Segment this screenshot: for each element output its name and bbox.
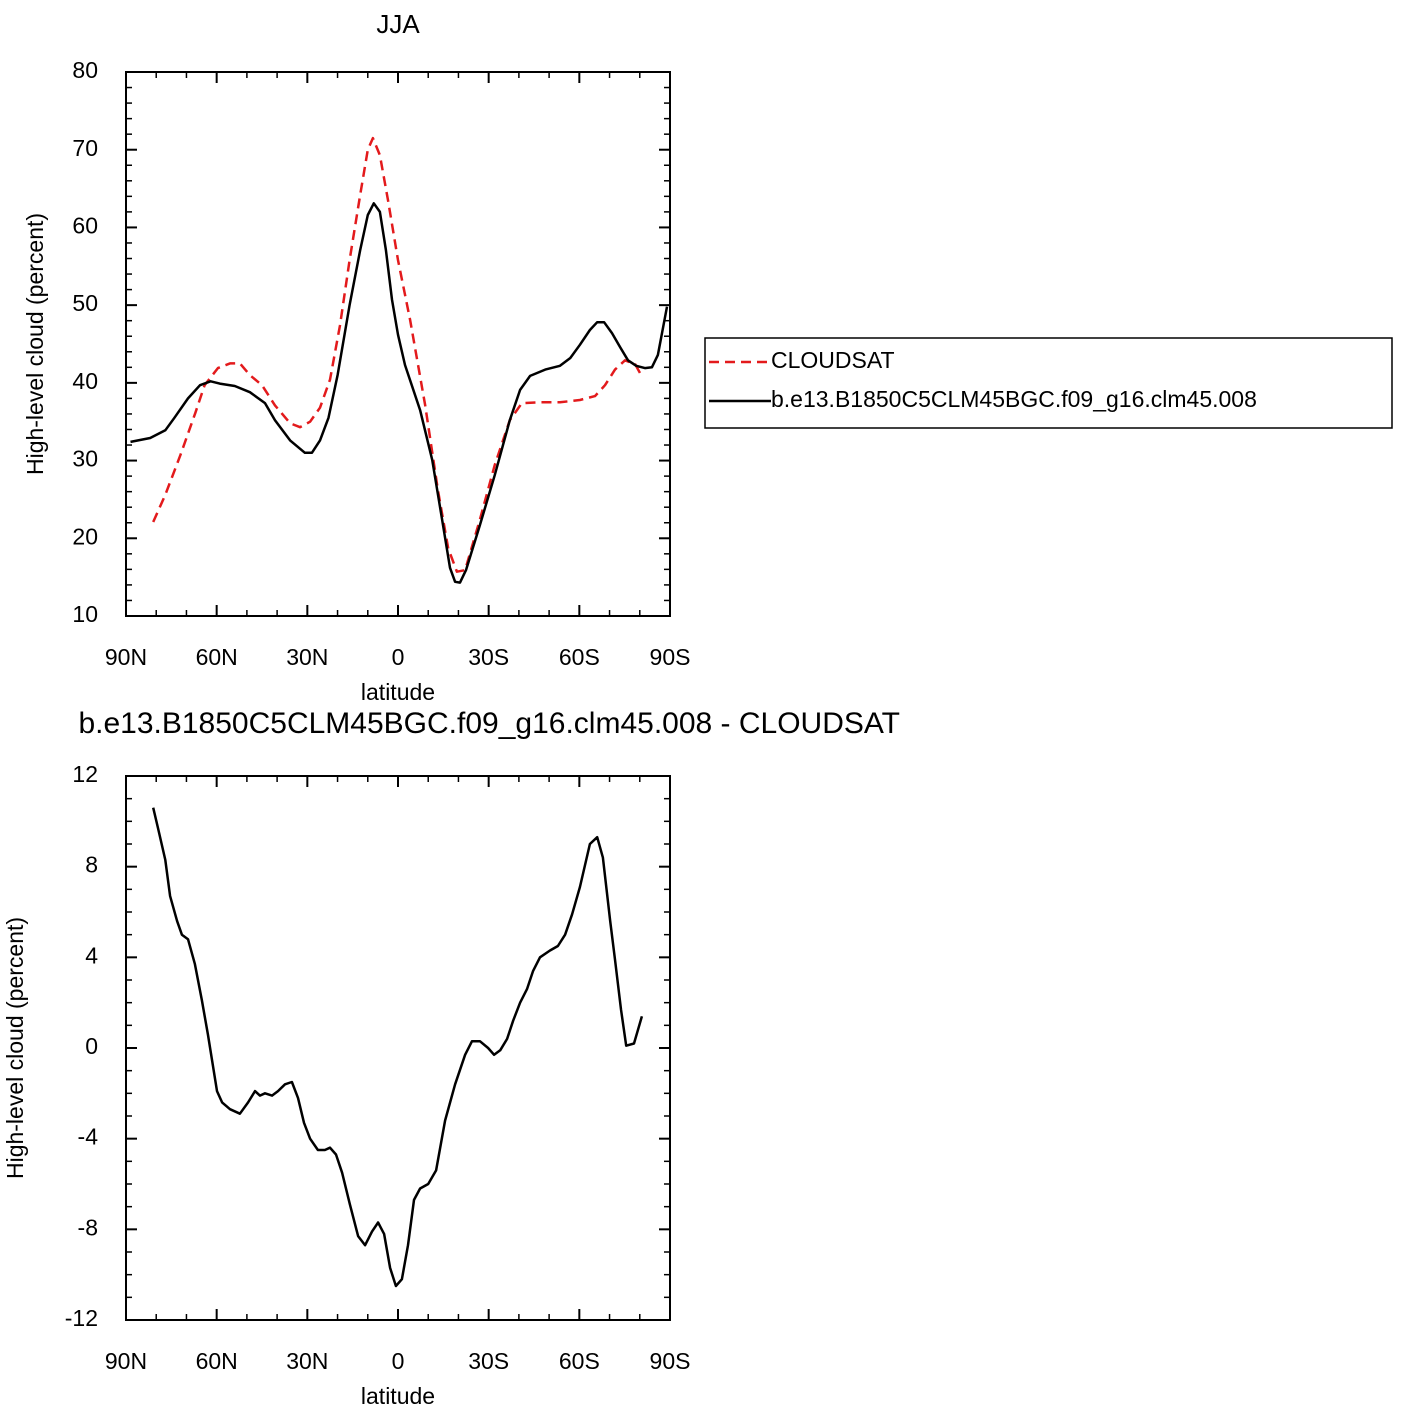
y-tick-label: 10 [72,601,98,627]
plot-frame [125,775,671,1321]
x-tick-label: 90N [105,644,147,670]
series-line [130,202,669,584]
x-tick-label: 60S [559,644,600,670]
legend-label: CLOUDSAT [771,347,895,373]
y-tick-label: 80 [72,57,98,83]
y-tick-label: 8 [85,852,98,878]
chart-title: JJA [376,9,420,39]
chart-title: b.e13.B1850C5CLM45BGC.f09_g16.clm45.008 … [78,707,900,740]
y-axis-label: High-level cloud (percent) [22,213,48,475]
x-axis-label: latitude [361,679,435,705]
y-axis-label: High-level cloud (percent) [2,917,28,1179]
x-tick-label: 0 [392,1348,405,1374]
y-tick-label: 0 [85,1033,98,1059]
y-tick-label: 40 [72,368,98,394]
y-tick-label: -8 [78,1214,98,1240]
x-tick-label: 60N [196,1348,238,1374]
y-tick-label: 50 [72,290,98,316]
series-line [152,136,644,573]
y-tick-label: 4 [85,942,98,968]
series-line [151,807,644,1288]
x-axis-label: latitude [361,1383,435,1409]
x-tick-label: 30S [468,1348,509,1374]
y-tick-label: 70 [72,135,98,161]
x-tick-label: 90S [650,644,691,670]
y-tick-label: -12 [65,1305,98,1331]
x-tick-label: 90S [650,1348,691,1374]
x-tick-label: 30N [286,1348,328,1374]
x-tick-label: 60N [196,644,238,670]
legend-box [704,337,1393,429]
y-tick-label: 60 [72,213,98,239]
y-tick-label: -4 [78,1124,99,1150]
y-tick-label: 30 [72,446,98,472]
plot-frame [125,71,671,617]
x-tick-label: 90N [105,1348,147,1374]
legend-label: b.e13.B1850C5CLM45BGC.f09_g16.clm45.008 [771,386,1257,412]
x-tick-label: 0 [392,644,405,670]
x-tick-label: 30N [286,644,328,670]
y-tick-label: 20 [72,523,98,549]
y-tick-label: 12 [72,761,98,787]
x-tick-label: 30S [468,644,509,670]
x-tick-label: 60S [559,1348,600,1374]
